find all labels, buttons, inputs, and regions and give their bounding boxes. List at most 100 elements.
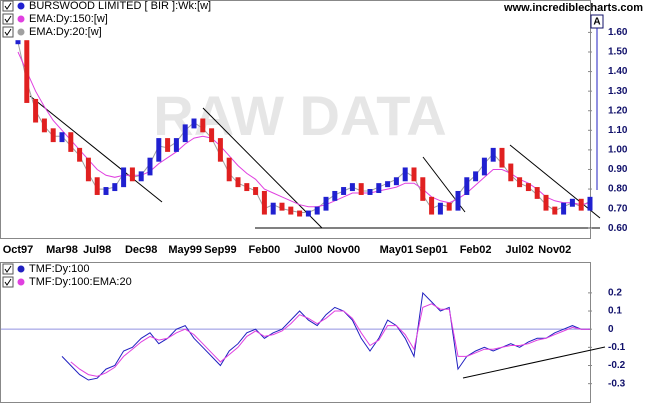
price-bar xyxy=(279,202,285,211)
marker: A xyxy=(593,17,600,28)
tmf-panel xyxy=(0,262,591,403)
x-tick-label: Feb00 xyxy=(249,244,281,256)
legend-checkbox xyxy=(2,276,14,288)
y-tick-label: 0.2 xyxy=(608,288,622,299)
price-bar xyxy=(393,177,399,186)
y-tick-label: -0.1 xyxy=(608,342,626,353)
price-bar xyxy=(367,189,373,195)
legend-swatch xyxy=(17,278,25,286)
legend-checkbox xyxy=(2,13,14,25)
y-tick-label: 0.70 xyxy=(608,203,628,214)
legend-swatch xyxy=(17,15,25,23)
price-bar xyxy=(226,157,232,182)
price-bar xyxy=(552,206,558,215)
price-bar xyxy=(156,138,162,162)
price-bar xyxy=(50,128,56,143)
price-bar xyxy=(446,202,452,211)
x-tick-label: Nov00 xyxy=(327,244,360,256)
legend-swatch xyxy=(17,2,25,10)
price-panel xyxy=(0,0,591,239)
x-tick-label: Sep99 xyxy=(204,244,236,256)
y-tick-label: 0.60 xyxy=(608,223,628,234)
legend-label: BURSWOOD LIMITED [ BIR ]:Wk:[w] xyxy=(29,0,211,12)
y-tick-label: 1.10 xyxy=(608,125,628,136)
price-bar xyxy=(41,118,47,133)
price-bar xyxy=(244,183,250,192)
price-bar xyxy=(358,183,364,195)
price-bar xyxy=(349,183,355,192)
price-bar xyxy=(437,202,443,215)
x-tick-label: Mar98 xyxy=(46,244,78,256)
legend-label: EMA:Dy:150:[w] xyxy=(29,13,108,25)
series-line xyxy=(70,303,590,377)
price-bar xyxy=(499,147,505,168)
price-bar xyxy=(314,206,320,215)
y-tick-label: 0.80 xyxy=(608,184,628,195)
price-bar xyxy=(94,177,100,195)
legend-label: TMF:Dy:100 xyxy=(29,263,90,275)
price-bar xyxy=(129,167,135,182)
price-bar xyxy=(270,202,276,215)
price-bar xyxy=(24,40,30,103)
price-bar xyxy=(543,194,549,211)
legend-swatch xyxy=(17,28,25,36)
price-bar xyxy=(288,206,294,215)
price-bar xyxy=(297,210,303,217)
price-bar xyxy=(341,187,347,195)
price-bar xyxy=(59,132,65,143)
price-bar xyxy=(411,167,417,182)
legend-label: TMF:Dy:100:EMA:20 xyxy=(29,276,132,288)
x-tick-label: Nov02 xyxy=(538,244,571,256)
legend-check xyxy=(4,28,12,36)
price-bar xyxy=(103,187,109,195)
price-bar xyxy=(376,183,382,194)
price-bar xyxy=(217,138,223,162)
legend-check xyxy=(4,15,12,23)
x-tick-label: May01 xyxy=(380,244,414,256)
price-bar xyxy=(481,157,487,176)
legend-checkbox xyxy=(2,26,14,38)
y-tick-label: 0 xyxy=(608,324,614,335)
price-bar xyxy=(191,118,197,129)
y-tick-label: 1.40 xyxy=(608,66,628,77)
price-bar xyxy=(578,198,584,211)
x-tick-label: Feb02 xyxy=(460,244,492,256)
price-bar xyxy=(112,183,118,192)
legend-label: EMA:Dy:20:[w] xyxy=(29,26,102,38)
y-tick-label: 1.00 xyxy=(608,145,628,156)
price-bar xyxy=(525,183,531,192)
x-tick-label: Sep01 xyxy=(415,244,447,256)
price-bar xyxy=(473,171,479,182)
x-tick-label: Jul02 xyxy=(506,244,534,256)
x-tick-label: Jul98 xyxy=(83,244,111,256)
price-bar xyxy=(305,210,311,217)
price-bar xyxy=(455,190,461,211)
legend-swatch xyxy=(17,265,25,273)
price-bar xyxy=(420,177,426,201)
y-tick-label: 1.60 xyxy=(608,27,628,38)
price-bar xyxy=(490,147,496,162)
price-bar xyxy=(385,181,391,188)
price-bar xyxy=(165,138,171,152)
legend-check xyxy=(4,278,12,286)
x-tick-label: Dec98 xyxy=(125,244,157,256)
price-bar xyxy=(261,190,267,215)
price-bar xyxy=(569,198,575,207)
price-bar xyxy=(147,157,153,176)
y-tick-label: 0.90 xyxy=(608,164,628,175)
x-tick-label: Jul00 xyxy=(294,244,322,256)
price-bar xyxy=(464,177,470,195)
price-bar xyxy=(138,171,144,182)
price-bar xyxy=(235,177,241,188)
price-bar xyxy=(561,202,567,215)
x-tick-label: Oct97 xyxy=(3,244,34,256)
legend-check xyxy=(4,2,12,10)
price-bar xyxy=(534,187,540,199)
price-bar xyxy=(402,167,408,182)
y-tick-label: -0.3 xyxy=(608,378,626,389)
y-tick-label: 1.50 xyxy=(608,47,628,58)
price-bar xyxy=(182,124,188,143)
price-bar xyxy=(200,118,206,133)
price-bar xyxy=(33,98,39,123)
